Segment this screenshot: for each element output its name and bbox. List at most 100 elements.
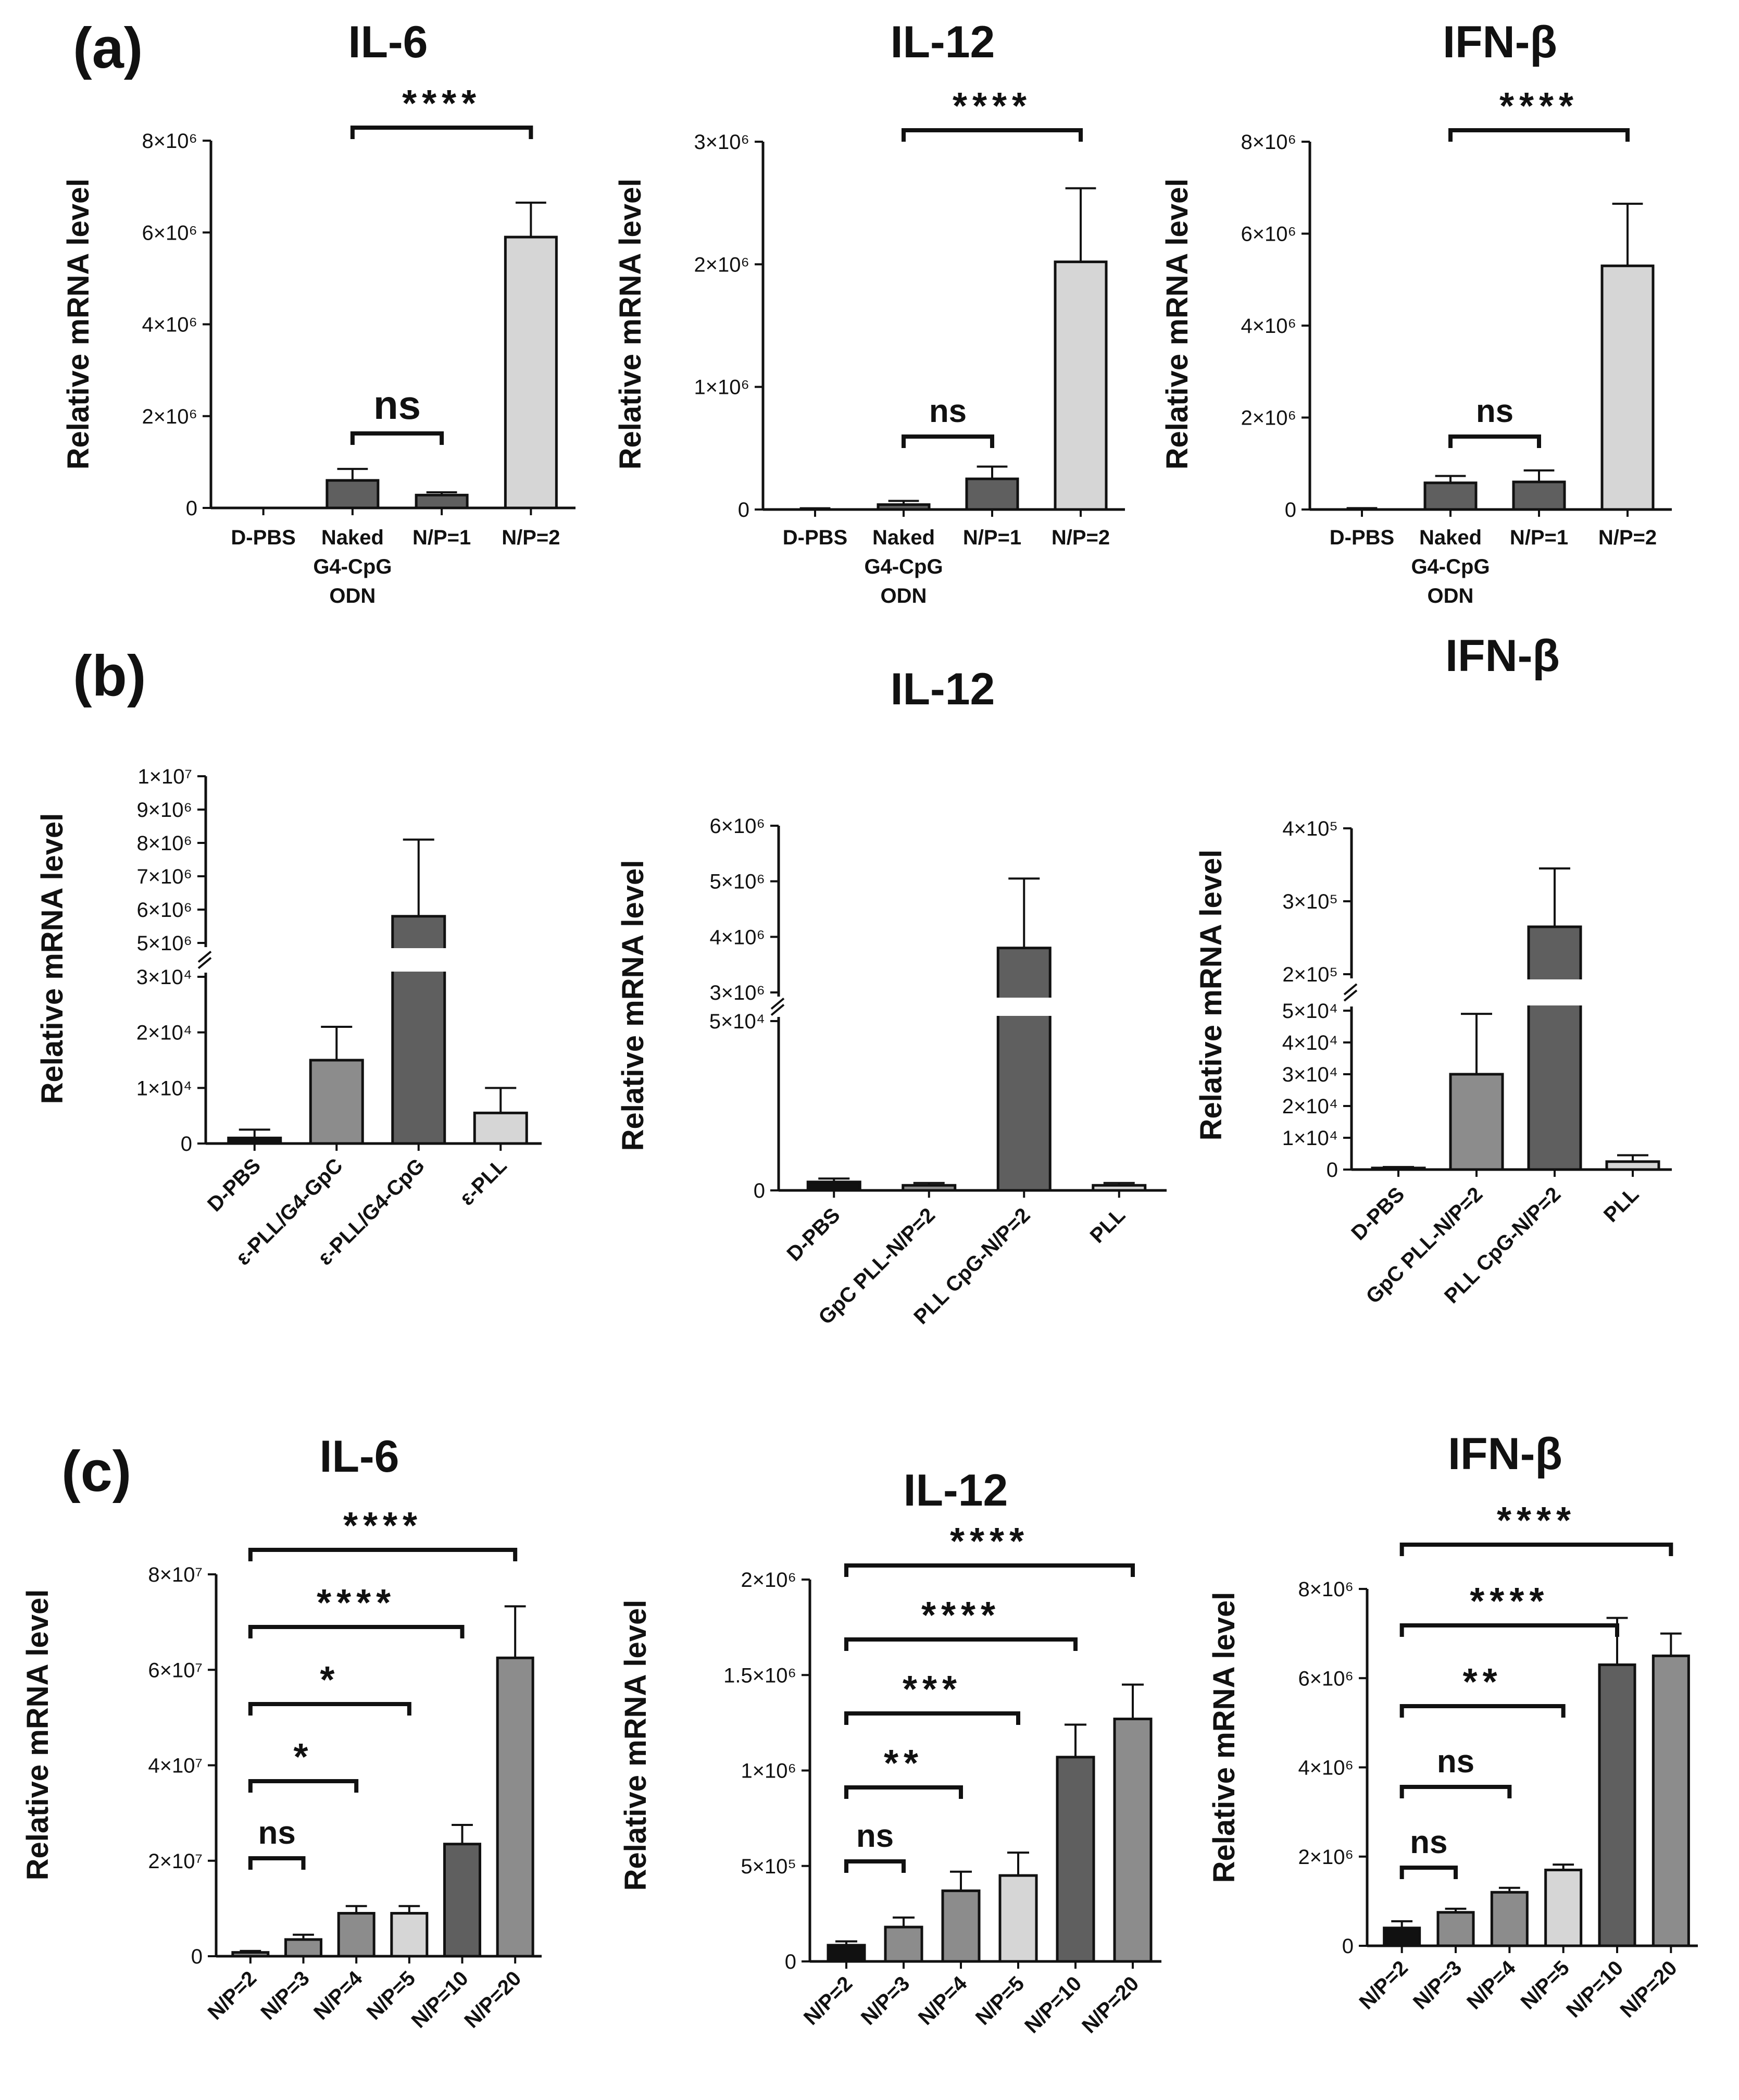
- y-tick-label: 0: [181, 1133, 192, 1155]
- significance-label: ns: [1476, 393, 1513, 429]
- y-axis-label: Relative mRNA level: [35, 813, 69, 1104]
- significance-bracket: [1448, 128, 1630, 142]
- y-axis-label: Relative mRNA level: [1194, 850, 1228, 1141]
- chart-b-ifn-: IFN-β Relative mRNA level 0 1×10⁴ 2×10⁴ 3×10⁴…: [1194, 631, 1672, 1308]
- x-category-label: ε-PLL: [455, 1154, 511, 1210]
- significance-label: ****: [953, 85, 1032, 127]
- bar: [284, 1938, 322, 1958]
- significance-label: ****: [402, 83, 481, 125]
- y-axis-label: Relative mRNA level: [616, 860, 650, 1151]
- y-tick-label: 1×10⁶: [741, 1760, 796, 1783]
- significance-bracket: [1399, 1785, 1512, 1798]
- bar: [496, 1656, 534, 1958]
- y-tick-label: 5×10⁶: [709, 871, 765, 893]
- significance-bracket: [1399, 1704, 1566, 1718]
- y-tick-label: 3×10⁵: [1282, 890, 1338, 913]
- y-tick-label: 8×10⁶: [1298, 1578, 1354, 1601]
- y-axis-label: Relative mRNA level: [1207, 1592, 1241, 1883]
- bar: [326, 479, 380, 510]
- x-category-label: N/P=1: [963, 526, 1021, 549]
- significance-bracket: [248, 1779, 359, 1793]
- y-axis-label: Relative mRNA level: [614, 179, 647, 470]
- x-category-label: N/P=1: [412, 526, 471, 549]
- y-tick-label: 2×10⁵: [1282, 963, 1338, 986]
- significance-label: ns: [929, 393, 967, 429]
- chart-title: IFN-β: [1443, 17, 1557, 67]
- significance-bracket: [1399, 1623, 1619, 1637]
- x-category-label: Naked: [321, 526, 384, 549]
- chart-b-il-12: IL-12 Relative mRNA level 0 5×10⁴ 3×10⁶ 4×10⁶…: [616, 664, 1167, 1329]
- significance-label: ****: [1470, 1581, 1549, 1622]
- bar: [827, 1944, 866, 1963]
- x-category-label: D-PBS: [231, 526, 295, 549]
- significance-bracket: [844, 1785, 963, 1799]
- y-tick-label: 0: [1285, 499, 1296, 521]
- bar: [1652, 1654, 1690, 1947]
- chart-c-il-6: IL-6 Relative mRNA level 0 2×10⁷ 4×10⁷ 6×10⁷ 8…: [21, 1432, 542, 2032]
- x-category-label: N/P=5: [971, 1972, 1029, 2030]
- significance-bracket: [844, 1637, 1078, 1651]
- axis-break-mark: [197, 956, 212, 970]
- y-tick-label: 8×10⁶: [142, 130, 197, 153]
- charts-layer: IL-6 Relative mRNA level 0 2×10⁶ 4×10⁶ 6×10⁶ 8…: [21, 17, 1698, 2037]
- significance-label: *: [293, 1736, 313, 1778]
- bar: [806, 1181, 861, 1192]
- y-tick-label: 2×10⁷: [148, 1850, 203, 1873]
- x-category-label: Naked: [1419, 526, 1482, 549]
- x-category-label: D-PBS: [1347, 1183, 1409, 1245]
- bar: [415, 493, 469, 510]
- x-category-label: PLL: [1086, 1203, 1130, 1248]
- axis-break-mark: [770, 997, 785, 1010]
- chart-title: IL-12: [904, 1465, 1008, 1515]
- y-tick-label: 8×10⁶: [136, 832, 192, 855]
- bar: [1512, 480, 1566, 511]
- x-category-label: N/P=2: [799, 1972, 857, 2030]
- axis-break-mark: [197, 950, 212, 963]
- chart-a-il-12: IL-12 Relative mRNA level 0 1×10⁶ 2×10⁶ 3×10⁶…: [614, 17, 1125, 607]
- bar: [1490, 1891, 1529, 1947]
- y-tick-label: 3×10⁴: [1282, 1063, 1338, 1086]
- y-tick-label: 2×10⁴: [136, 1022, 192, 1045]
- significance-bracket: [248, 1702, 411, 1716]
- significance-label: ***: [903, 1669, 962, 1710]
- significance-label: ns: [373, 382, 421, 428]
- bar: [473, 1111, 528, 1145]
- bar: [884, 1925, 923, 1963]
- x-category-label: ODN: [1428, 585, 1474, 607]
- bar-break-gap: [1527, 979, 1583, 1005]
- y-tick-label: 0: [191, 1945, 203, 1968]
- y-tick-label: 9×10⁶: [136, 799, 192, 822]
- y-tick-label: 5×10⁴: [1282, 1000, 1338, 1023]
- y-axis-label: Relative mRNA level: [1160, 179, 1194, 470]
- bar: [504, 235, 558, 510]
- bar: [1383, 1927, 1421, 1947]
- y-tick-label: 1.5×10⁶: [723, 1664, 796, 1687]
- y-tick-label: 1×10⁷: [137, 765, 192, 788]
- x-category-label: G4-CpG: [864, 555, 943, 578]
- x-category-label: N/P=3: [857, 1972, 915, 2030]
- chart-title: IL-6: [320, 1432, 399, 1482]
- y-tick-label: 0: [1342, 1935, 1354, 1958]
- panel-label-a: (a): [73, 16, 143, 80]
- y-tick-label: 0: [785, 1950, 796, 1973]
- significance-bracket: [248, 1856, 306, 1870]
- x-category-label: N/P=1: [1510, 526, 1568, 549]
- y-tick-label: 2×10⁶: [142, 405, 197, 428]
- bar: [1054, 260, 1108, 511]
- x-category-label: D-PBS: [1330, 526, 1394, 549]
- bar: [996, 947, 1052, 1192]
- y-tick-label: 0: [1327, 1159, 1338, 1182]
- y-tick-label: 7×10⁶: [136, 865, 192, 888]
- significance-label: ****: [921, 1595, 1000, 1636]
- y-tick-label: 1×10⁴: [1282, 1127, 1338, 1150]
- y-tick-label: 0: [738, 499, 749, 521]
- significance-bracket: [248, 1625, 465, 1638]
- bar: [1423, 481, 1478, 511]
- x-category-label: N/P=10: [1562, 1956, 1628, 2022]
- x-category-label: N/P=3: [1409, 1956, 1467, 2014]
- significance-label: ns: [1410, 1824, 1447, 1860]
- x-category-label: N/P=3: [256, 1967, 314, 2024]
- bar: [309, 1059, 364, 1145]
- x-category-label: N/P=4: [1462, 1956, 1520, 2014]
- bar: [1449, 1073, 1504, 1171]
